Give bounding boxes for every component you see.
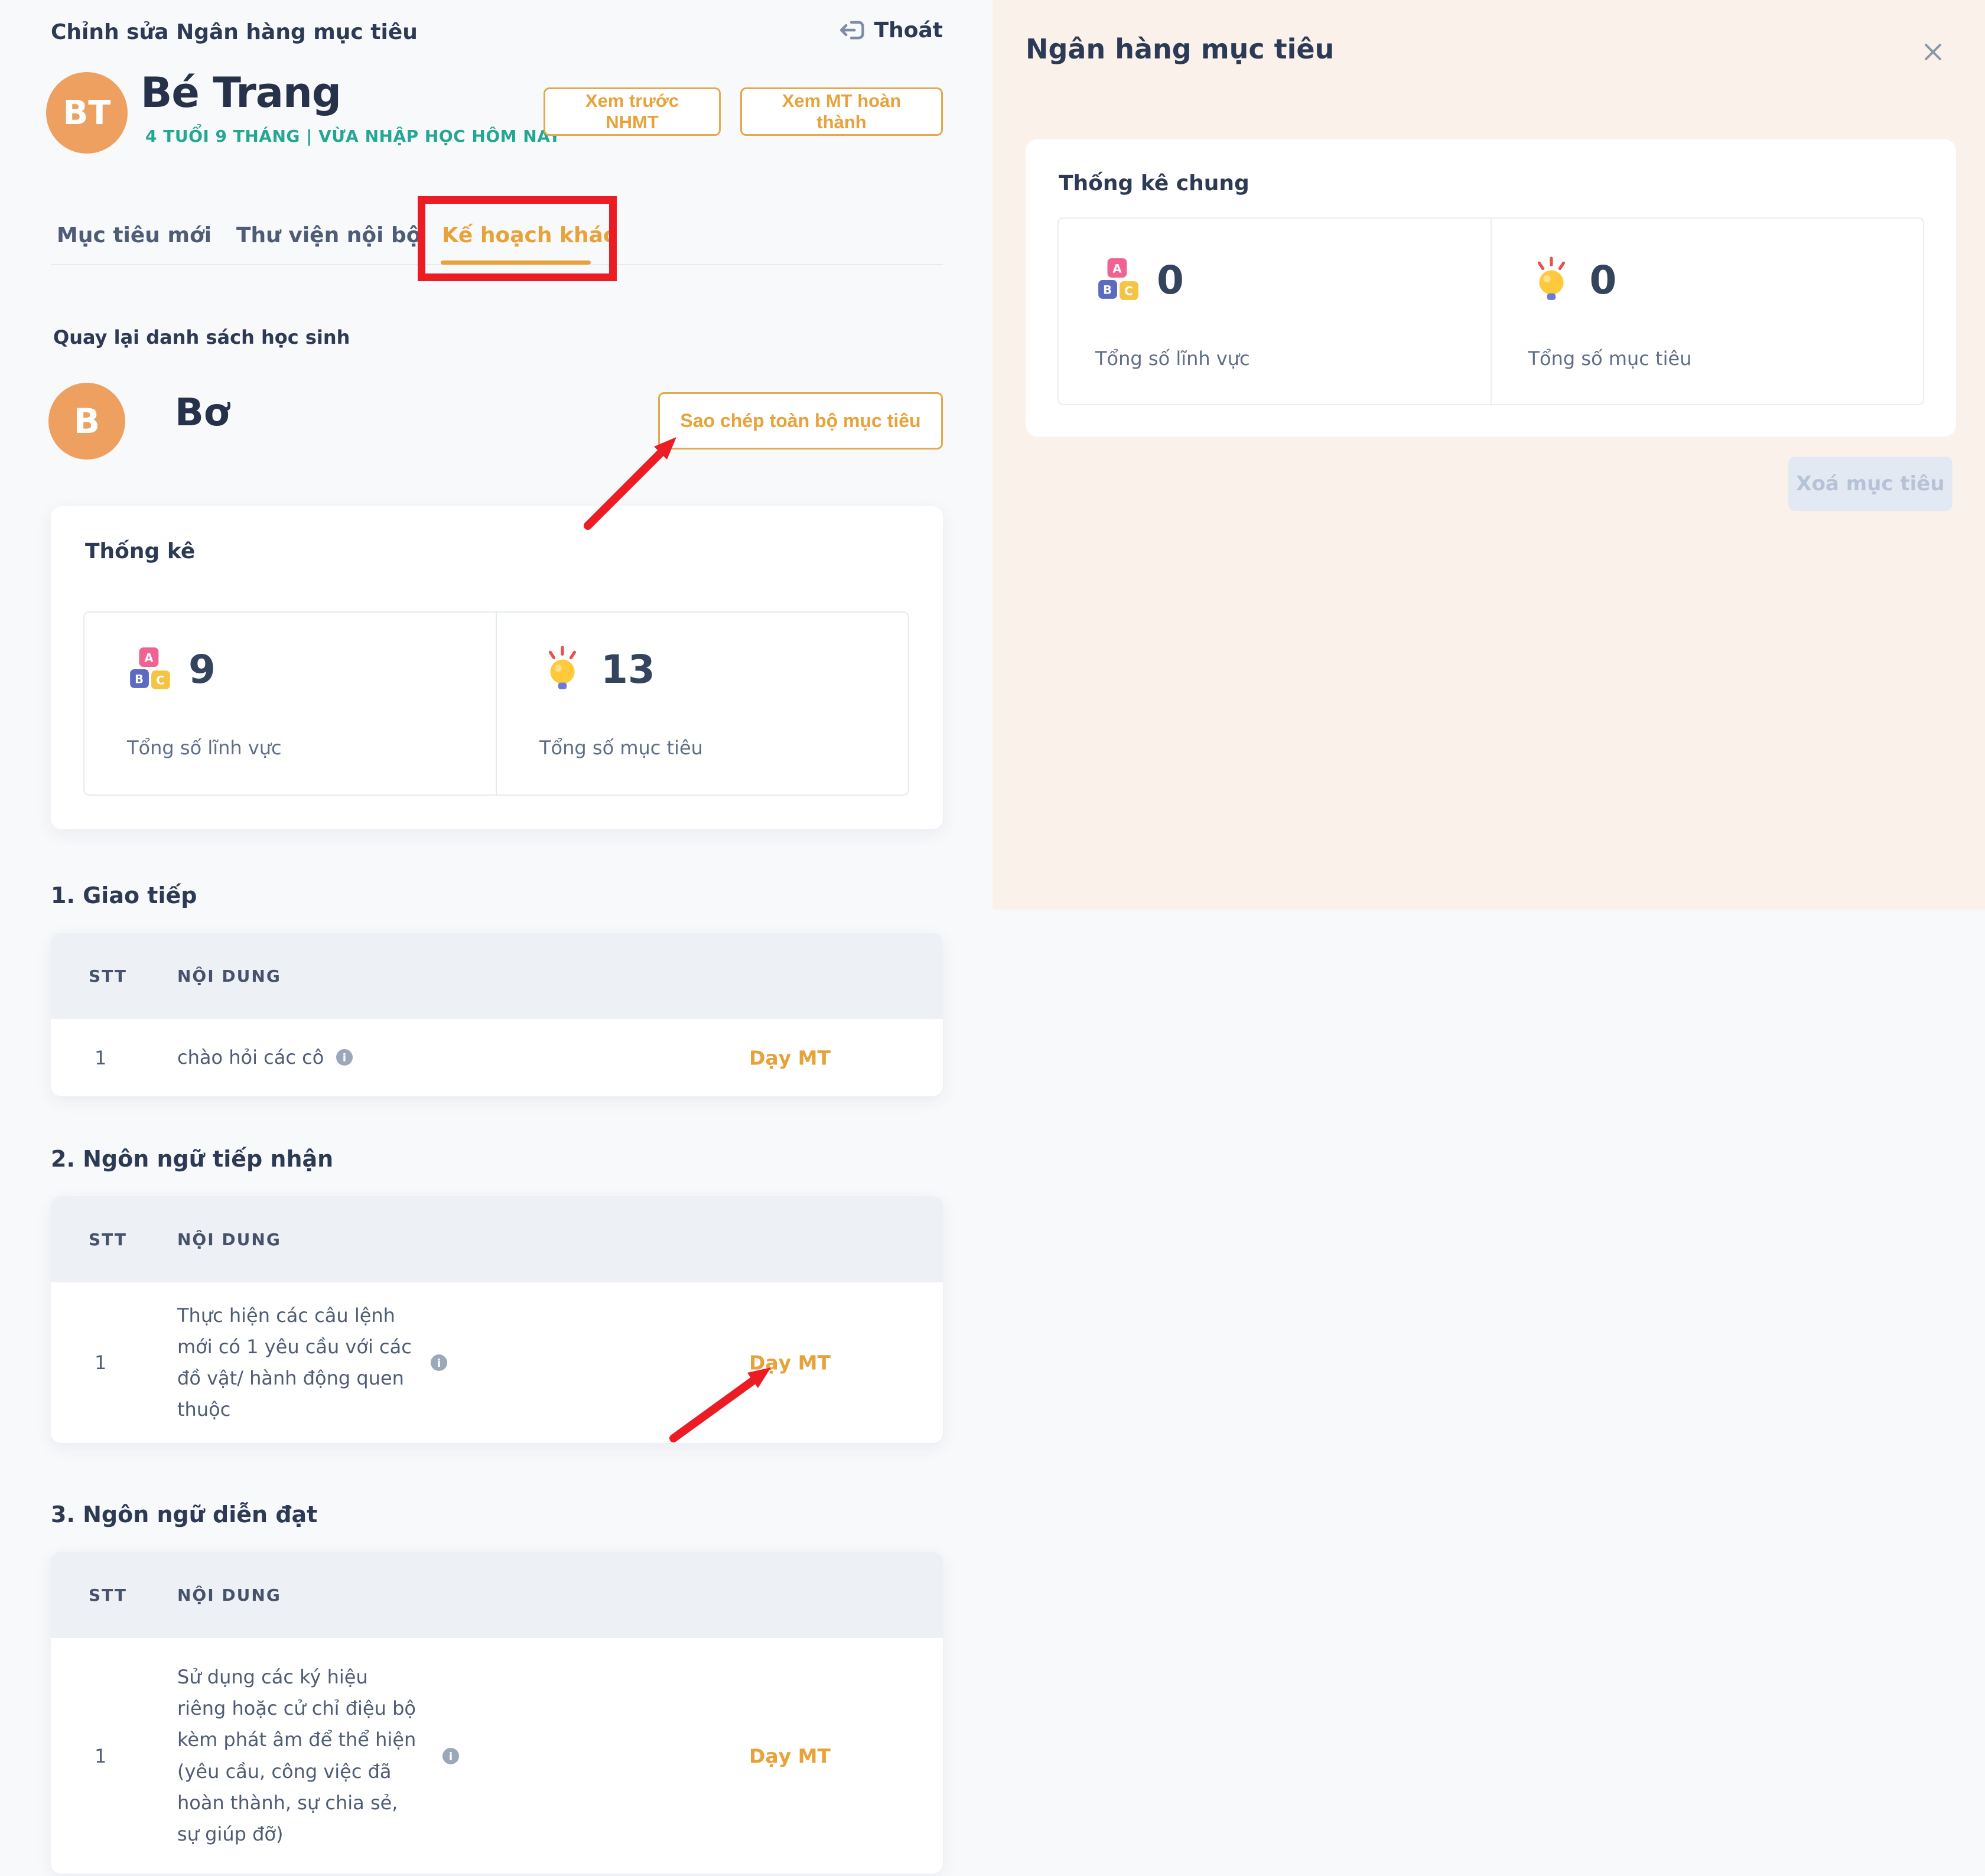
exit-label: Thoát <box>874 18 943 43</box>
svg-text:A: A <box>144 652 153 665</box>
annotation-box <box>418 196 617 281</box>
stat-total-goals: 0 Tổng số mục tiêu <box>1492 219 1924 404</box>
svg-text:C: C <box>156 674 164 688</box>
section-title: 3. Ngôn ngữ diễn đạt <box>51 1502 318 1527</box>
svg-text:i: i <box>437 1357 441 1370</box>
column-header-content: NỘI DUNG <box>177 1229 281 1249</box>
stat-label: Tổng số mục tiêu <box>539 737 703 759</box>
row-index: 1 <box>95 1351 107 1374</box>
stat-label: Tổng số mục tiêu <box>1528 347 1692 370</box>
teach-goal-link[interactable]: Dạy MT <box>749 1744 831 1767</box>
table-row: 1 chào hỏi các cô i Dạy MT <box>51 1019 943 1096</box>
annotation-arrow-teach <box>669 1367 771 1442</box>
teach-goal-link[interactable]: Dạy MT <box>749 1046 831 1069</box>
tabs-divider <box>51 264 943 265</box>
info-icon[interactable]: i <box>430 1354 448 1372</box>
back-to-student-list-link[interactable]: Quay lại danh sách học sinh <box>53 326 350 349</box>
completed-goals-button[interactable]: Xem MT hoàn thành <box>740 87 943 136</box>
tab-other-plans[interactable]: Kế hoạch khác <box>442 223 616 247</box>
tab-internal-library[interactable]: Thư viện nội bộ <box>236 223 421 247</box>
goals-table: STT NỘI DUNG 1 Sử dụng các ký hiệu riêng… <box>51 1552 943 1874</box>
goals-table: STT NỘI DUNG 1 Thực hiện các câu lệnh mớ… <box>51 1196 943 1443</box>
stat-value: 9 <box>188 646 216 692</box>
section-title: 1. Giao tiếp <box>51 882 197 908</box>
active-tab-underline <box>441 260 591 265</box>
exit-button[interactable]: Thoát <box>838 17 943 44</box>
preview-nhmt-button[interactable]: Xem trước NHMT <box>544 87 721 136</box>
copy-all-goals-button[interactable]: Sao chép toàn bộ mục tiêu <box>658 392 943 450</box>
goal-bank-title: Ngân hàng mục tiêu <box>1026 33 1335 65</box>
section-title: 2. Ngôn ngữ tiếp nhận <box>51 1146 334 1172</box>
stat-label: Tổng số lĩnh vực <box>127 737 282 759</box>
avatar: BT <box>46 72 128 154</box>
close-icon[interactable] <box>1920 39 1946 65</box>
stat-total-domains: A B C 0 Tổng số lĩnh vực <box>1059 219 1492 404</box>
general-statistics-title: Thống kê chung <box>1059 171 1249 196</box>
tab-new-goals[interactable]: Mục tiêu mới <box>57 223 212 247</box>
stat-total-domains: A B C 9 Tổng số lĩnh vực <box>84 613 497 794</box>
lightbulb-icon <box>1528 256 1574 304</box>
info-icon[interactable]: i <box>442 1747 460 1765</box>
svg-text:A: A <box>1112 262 1121 276</box>
row-index: 1 <box>95 1046 107 1069</box>
avatar: B <box>48 383 125 460</box>
source-student-name: Bơ <box>175 391 230 435</box>
logout-icon <box>838 17 865 44</box>
student-meta: 4 TUỔI 9 THÁNG | VỪA NHẬP HỌC HÔM NAY <box>145 126 561 146</box>
goal-content: Thực hiện các câu lệnh mới có 1 yêu cầu … <box>177 1304 412 1421</box>
statistics-grid: A B C 0 Tổng số lĩnh vực <box>1057 217 1924 405</box>
abc-blocks-icon: A B C <box>127 645 173 693</box>
svg-text:C: C <box>1124 285 1133 298</box>
goal-content: chào hỏi các cô <box>177 1046 324 1069</box>
info-icon[interactable]: i <box>336 1048 353 1066</box>
table-row: 1 Thực hiện các câu lệnh mới có 1 yêu cầ… <box>51 1282 943 1443</box>
column-header-stt: STT <box>89 1229 128 1249</box>
lightbulb-icon <box>539 645 585 693</box>
student-name: Bé Trang <box>141 69 341 117</box>
statistics-card: Thống kê A B C <box>51 506 943 829</box>
statistics-title: Thống kê <box>85 539 196 564</box>
general-statistics-card: Thống kê chung A B C <box>1026 139 1956 437</box>
goal-bank-panel: Ngân hàng mục tiêu Thống kê chung A <box>992 0 1985 910</box>
table-header: STT NỘI DUNG <box>51 933 943 1019</box>
row-index: 1 <box>95 1744 107 1767</box>
table-header: STT NỘI DUNG <box>51 1552 943 1638</box>
svg-text:i: i <box>449 1750 453 1763</box>
svg-text:i: i <box>343 1051 347 1064</box>
table-row: 1 Sử dụng các ký hiệu riêng hoặc cử chỉ … <box>51 1638 943 1874</box>
delete-goal-button[interactable]: Xoá mục tiêu <box>1788 457 1953 511</box>
stat-value: 0 <box>1589 257 1617 303</box>
column-header-stt: STT <box>89 1585 128 1605</box>
column-header-content: NỘI DUNG <box>177 1585 281 1605</box>
column-header-content: NỘI DUNG <box>177 966 281 986</box>
goals-table: STT NỘI DUNG 1 chào hỏi các cô i Dạy MT <box>51 933 943 1096</box>
svg-text:B: B <box>135 673 144 686</box>
abc-blocks-icon: A B C <box>1095 256 1141 304</box>
statistics-grid: A B C 9 Tổng số lĩnh vực <box>83 611 909 796</box>
editor-panel: Chỉnh sửa Ngân hàng mục tiêu Thoát BT Bé… <box>0 0 992 1876</box>
annotation-arrow-copy <box>584 437 676 530</box>
stat-value: 13 <box>601 646 655 692</box>
stat-value: 0 <box>1157 257 1184 303</box>
table-header: STT NỘI DUNG <box>51 1196 943 1282</box>
column-header-stt: STT <box>89 966 128 986</box>
page-title: Chỉnh sửa Ngân hàng mục tiêu <box>51 20 418 44</box>
stat-total-goals: 13 Tổng số mục tiêu <box>497 613 908 794</box>
goal-content: Sử dụng các ký hiệu riêng hoặc cử chỉ đi… <box>177 1666 416 1845</box>
stat-label: Tổng số lĩnh vực <box>1095 347 1250 370</box>
svg-text:B: B <box>1103 284 1112 297</box>
